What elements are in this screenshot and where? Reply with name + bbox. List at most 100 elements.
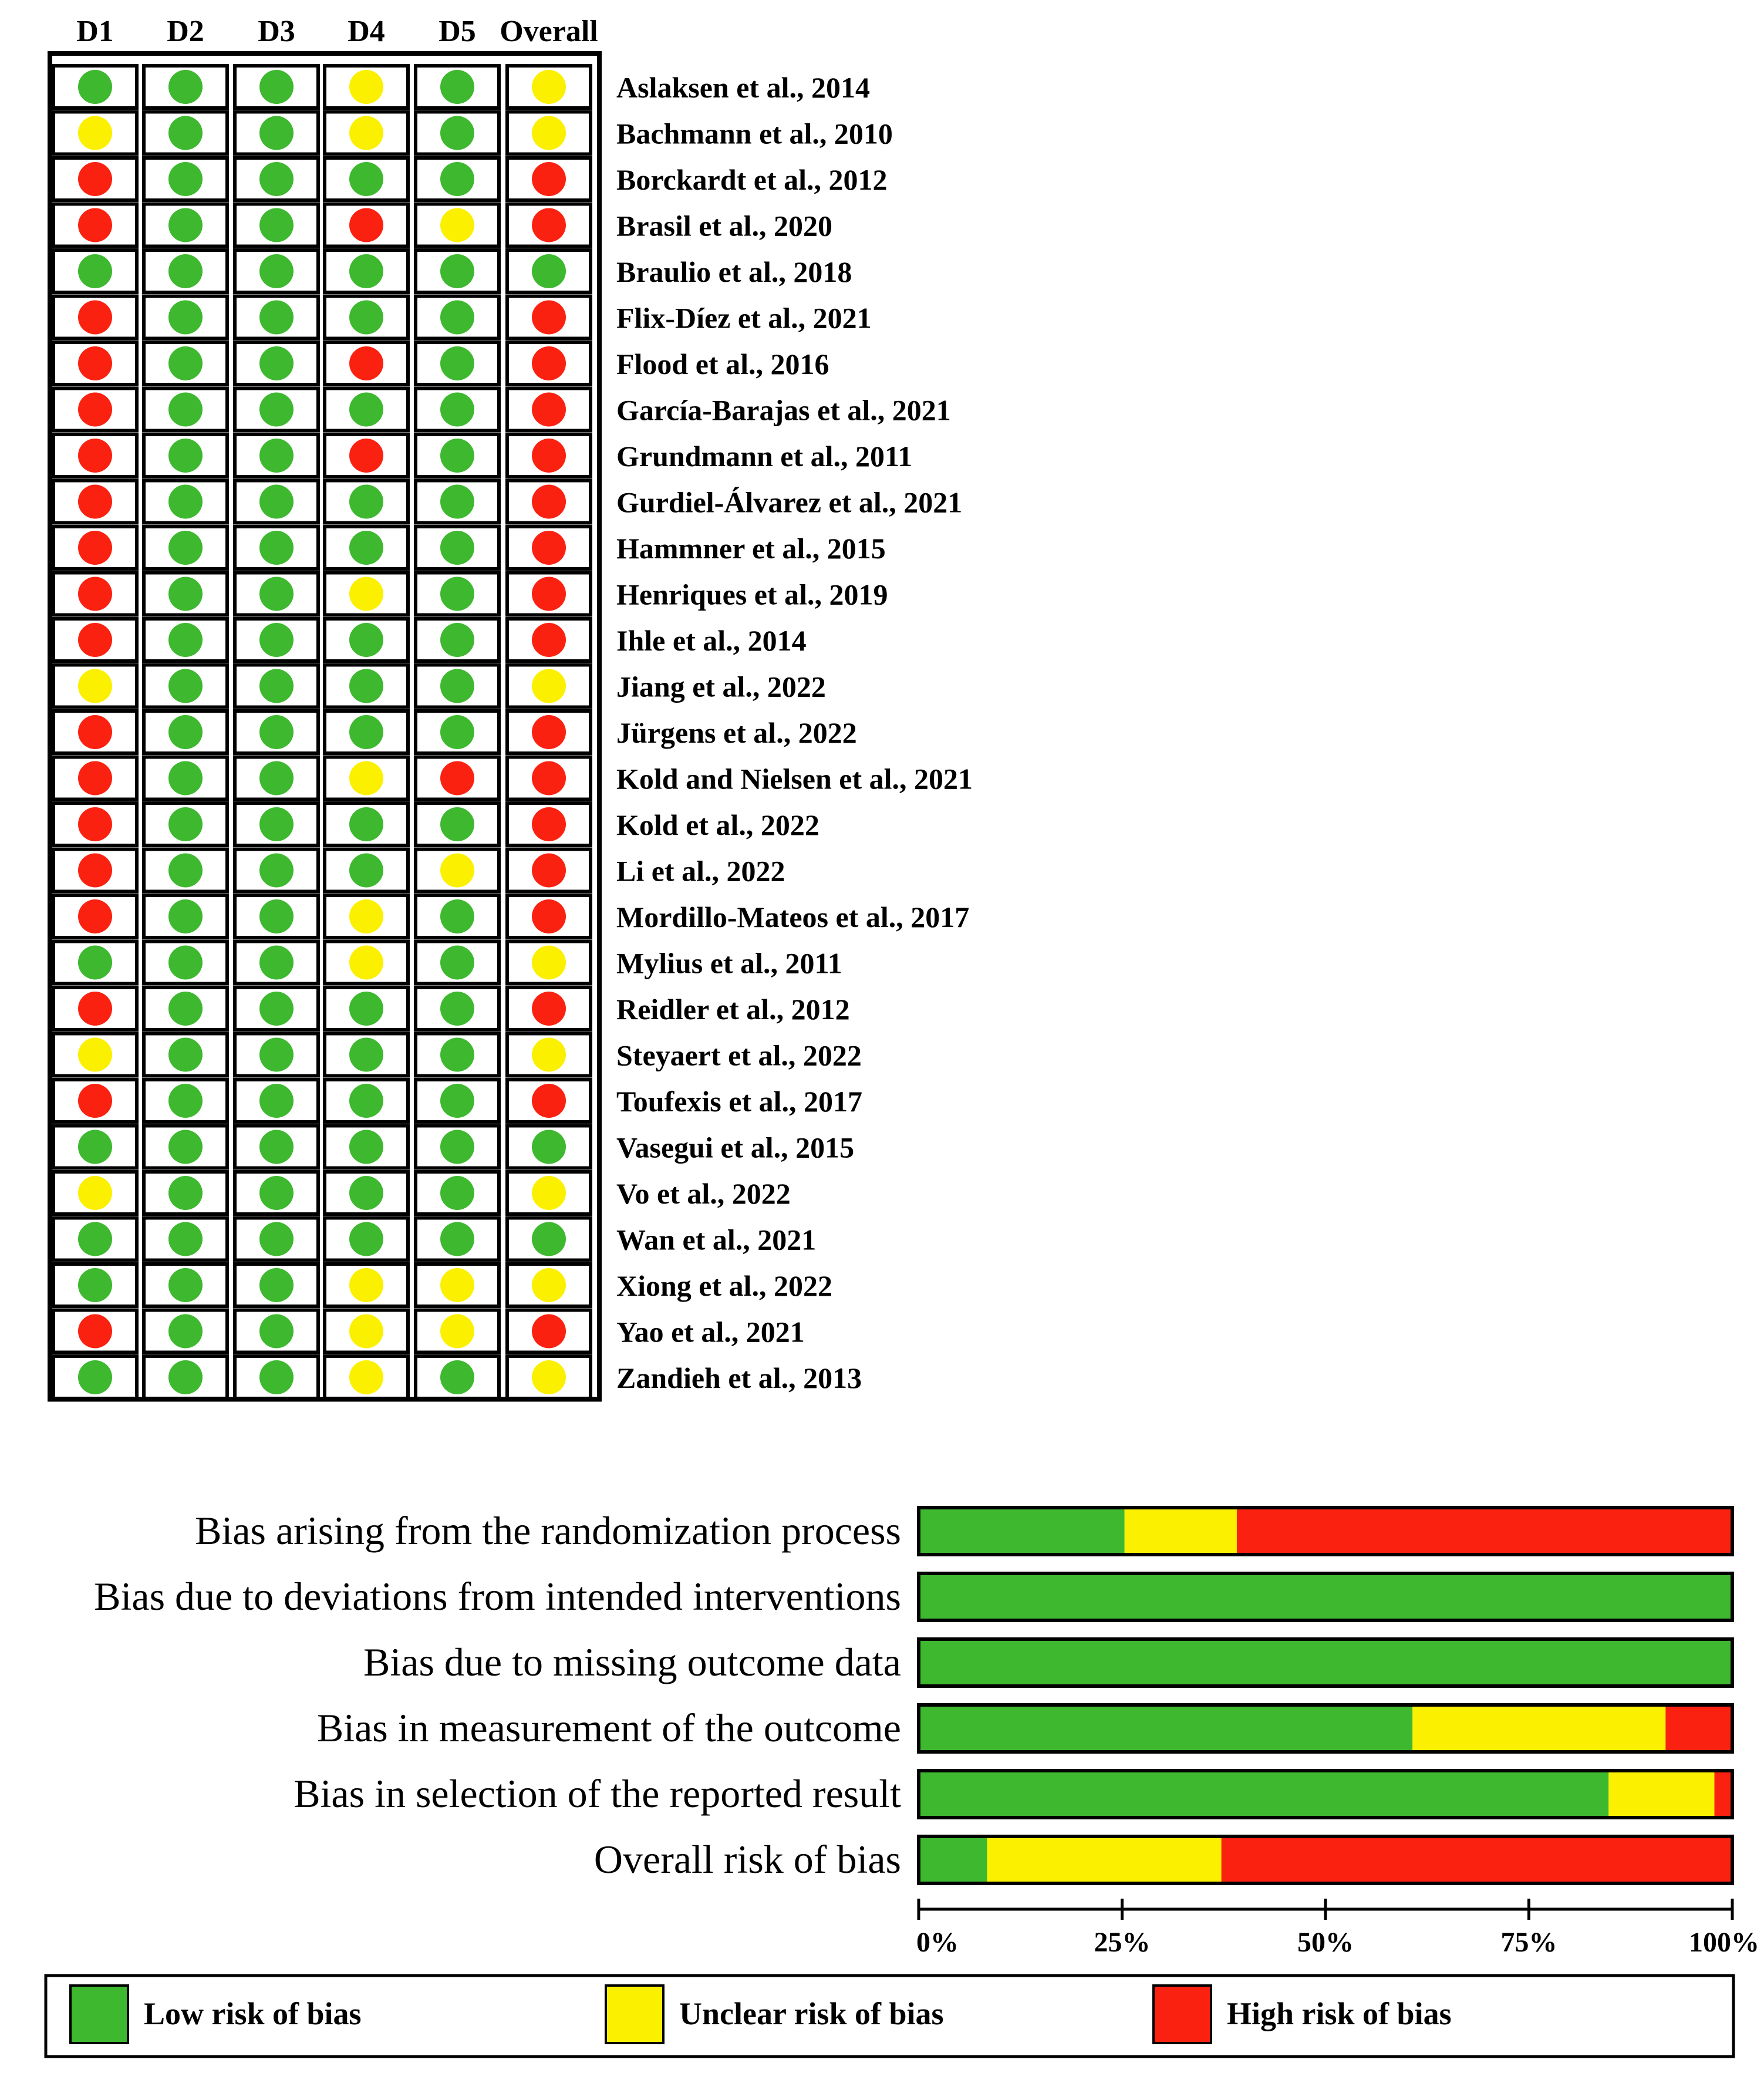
judgement-high-icon	[78, 899, 112, 933]
judgement-high-icon	[532, 899, 566, 933]
legend-swatch-high	[1152, 1984, 1212, 2044]
judgement-unclear-icon	[349, 1268, 383, 1302]
judgement-high-icon	[349, 439, 383, 473]
table-row	[52, 64, 592, 110]
domain-label: Bias due to missing outcome data	[363, 1640, 901, 1684]
bar-segment-low	[919, 1573, 1732, 1620]
column-header-d3: D3	[258, 15, 295, 48]
table-row	[52, 986, 592, 1032]
study-label: Aslaksen et al., 2014	[616, 71, 870, 104]
table-row	[52, 1308, 592, 1354]
judgement-high-icon	[532, 531, 566, 565]
judgement-low-icon	[259, 208, 294, 242]
table-row	[52, 801, 592, 847]
study-label: Ihle et al., 2014	[616, 624, 807, 657]
judgement-unclear-icon	[78, 116, 112, 150]
judgement-low-icon	[440, 300, 474, 335]
bar-segment-high	[1221, 1836, 1732, 1883]
x-tick-label: 75%	[1501, 1927, 1557, 1958]
judgement-unclear-icon	[440, 1268, 474, 1302]
judgement-low-icon	[259, 945, 294, 980]
judgement-high-icon	[532, 623, 566, 657]
table-row	[52, 1124, 592, 1170]
judgement-high-icon	[78, 439, 112, 473]
judgement-low-icon	[259, 531, 294, 565]
judgement-low-icon	[259, 70, 294, 104]
study-label: Toufexis et al., 2017	[616, 1085, 862, 1118]
judgement-low-icon	[259, 1037, 294, 1072]
judgement-high-icon	[78, 531, 112, 565]
judgement-high-icon	[78, 807, 112, 841]
judgement-high-icon	[78, 623, 112, 657]
judgement-low-icon	[349, 1222, 383, 1256]
column-header-d1: D1	[76, 15, 114, 48]
table-row	[52, 709, 592, 755]
judgement-low-icon	[259, 715, 294, 749]
judgement-high-icon	[532, 392, 566, 427]
judgement-low-icon	[168, 945, 203, 980]
legend-label-unclear: Unclear risk of bias	[679, 1996, 944, 2031]
judgement-low-icon	[259, 899, 294, 933]
table-row	[52, 156, 592, 202]
judgement-unclear-icon	[532, 1268, 566, 1302]
study-label: Xiong et al., 2022	[616, 1269, 832, 1302]
legend-label-high: High risk of bias	[1227, 1996, 1452, 2031]
judgement-high-icon	[532, 715, 566, 749]
judgement-high-icon	[78, 392, 112, 427]
judgement-unclear-icon	[349, 899, 383, 933]
table-row	[52, 1216, 592, 1262]
study-label: Wan et al., 2021	[616, 1223, 816, 1256]
x-axis: 0% 25% 50% 75% 100%	[916, 1899, 1759, 1958]
judgement-unclear-icon	[349, 116, 383, 150]
judgement-low-icon	[168, 669, 203, 703]
judgement-high-icon	[532, 577, 566, 611]
judgement-low-icon	[349, 254, 383, 288]
table-row	[52, 1170, 592, 1216]
study-label: Flix-Díez et al., 2021	[616, 302, 872, 335]
judgement-low-icon	[168, 208, 203, 242]
judgement-unclear-icon	[532, 70, 566, 104]
judgement-low-icon	[259, 484, 294, 519]
column-header-d2: D2	[167, 15, 204, 48]
column-header-overall: Overall	[500, 15, 598, 48]
table-row	[52, 847, 592, 894]
table-row	[52, 1032, 592, 1078]
judgement-unclear-icon	[532, 1176, 566, 1210]
judgement-low-icon	[168, 70, 203, 104]
judgement-unclear-icon	[78, 1176, 112, 1210]
judgement-low-icon	[168, 853, 203, 888]
judgement-high-icon	[532, 1084, 566, 1118]
bar-segment-high	[1236, 1508, 1732, 1555]
domain-label: Overall risk of bias	[594, 1837, 901, 1882]
bar-segment-high	[1665, 1705, 1732, 1752]
table-row	[52, 1078, 592, 1124]
judgement-low-icon	[259, 346, 294, 380]
table-row	[52, 294, 592, 341]
study-label: García-Barajas et al., 2021	[616, 394, 951, 427]
judgement-low-icon	[168, 899, 203, 933]
judgement-unclear-icon	[349, 70, 383, 104]
judgement-low-icon	[349, 300, 383, 335]
judgement-low-icon	[440, 484, 474, 519]
study-labels: Aslaksen et al., 2014 Bachmann et al., 20…	[616, 71, 973, 1394]
study-label: Yao et al., 2021	[616, 1316, 805, 1349]
study-label: Mordillo-Mateos et al., 2017	[616, 901, 969, 933]
judgement-low-icon	[440, 162, 474, 196]
judgement-low-icon	[78, 1268, 112, 1302]
judgement-high-icon	[78, 208, 112, 242]
judgement-low-icon	[259, 439, 294, 473]
judgement-low-icon	[440, 439, 474, 473]
table-row	[52, 433, 592, 478]
judgement-low-icon	[168, 1037, 203, 1072]
judgement-low-icon	[168, 623, 203, 657]
judgement-low-icon	[440, 992, 474, 1026]
judgement-low-icon	[349, 1130, 383, 1164]
judgement-low-icon	[349, 162, 383, 196]
judgement-low-icon	[349, 715, 383, 749]
judgement-low-icon	[168, 531, 203, 565]
judgement-low-icon	[349, 392, 383, 427]
table-row	[52, 248, 592, 294]
judgement-unclear-icon	[532, 669, 566, 703]
judgement-low-icon	[440, 807, 474, 841]
